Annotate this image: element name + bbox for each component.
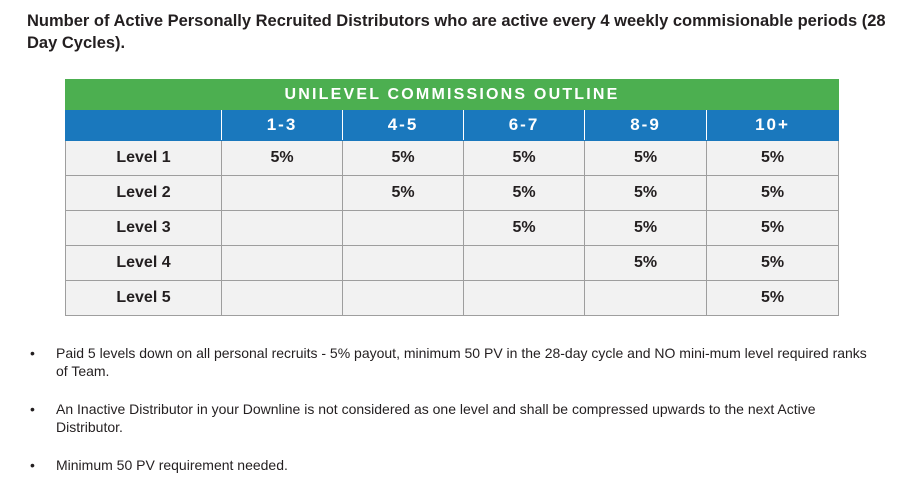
page-heading: Number of Active Personally Recruited Di… — [27, 12, 886, 52]
table-cell: 5% — [463, 210, 585, 246]
list-item-text: Minimum 50 PV requirement needed. — [56, 457, 288, 473]
table-cell: 5% — [705, 140, 840, 176]
table-title-row: UNILEVEL COMMISSIONS OUTLINE — [64, 79, 840, 110]
bullet-icon: • — [30, 457, 35, 473]
list-item-text: An Inactive Distributor in your Downline… — [56, 401, 816, 435]
table-cell — [584, 280, 707, 316]
column-header-10-plus: 10+ — [705, 109, 840, 141]
row-label: Level 3 — [65, 210, 222, 246]
table-cell — [342, 280, 464, 316]
table-cell — [463, 280, 585, 316]
table-cell: 5% — [584, 140, 707, 176]
table-cell: 5% — [705, 280, 840, 316]
table-cell: 5% — [584, 245, 707, 281]
table-cell: 5% — [342, 140, 464, 176]
list-item: • Paid 5 levels down on all personal rec… — [27, 344, 877, 380]
bullet-icon: • — [30, 401, 35, 417]
list-item: • Minimum 50 PV requirement needed. — [27, 456, 877, 474]
list-item-text: Paid 5 levels down on all personal recru… — [56, 345, 867, 379]
table-row-level-1: Level 1 5% 5% 5% 5% 5% — [65, 140, 840, 176]
list-item: • An Inactive Distributor in your Downli… — [27, 400, 877, 436]
table-header-row: 1-3 4-5 6-7 8-9 10+ — [65, 109, 840, 141]
table-cell — [342, 210, 464, 246]
table-row-level-4: Level 4 5% 5% — [65, 245, 840, 281]
table-cell: 5% — [463, 175, 585, 211]
bullet-icon: • — [30, 345, 35, 361]
column-header-blank — [65, 109, 222, 141]
column-header-6-7: 6-7 — [463, 109, 585, 141]
table-cell — [342, 245, 464, 281]
row-label: Level 5 — [65, 280, 222, 316]
table-cell: 5% — [463, 140, 585, 176]
table-row-level-3: Level 3 5% 5% 5% — [65, 210, 840, 246]
table-cell — [221, 210, 343, 246]
row-label: Level 1 — [65, 140, 222, 176]
table-cell — [221, 280, 343, 316]
row-label: Level 4 — [65, 245, 222, 281]
row-label: Level 2 — [65, 175, 222, 211]
table-cell: 5% — [342, 175, 464, 211]
table-cell: 5% — [705, 175, 840, 211]
table-cell: 5% — [221, 140, 343, 176]
table-cell: 5% — [705, 210, 840, 246]
unilevel-commissions-table: UNILEVEL COMMISSIONS OUTLINE 1-3 4-5 6-7… — [64, 79, 840, 316]
column-header-1-3: 1-3 — [221, 109, 343, 141]
table-cell — [221, 245, 343, 281]
column-header-4-5: 4-5 — [342, 109, 464, 141]
table-row-level-5: Level 5 5% — [65, 280, 840, 316]
table-row-level-2: Level 2 5% 5% 5% 5% — [65, 175, 840, 211]
table-cell — [221, 175, 343, 211]
table-cell: 5% — [584, 175, 707, 211]
table-title: UNILEVEL COMMISSIONS OUTLINE — [64, 79, 840, 110]
notes-list: • Paid 5 levels down on all personal rec… — [27, 344, 877, 494]
table-cell — [463, 245, 585, 281]
table-cell: 5% — [584, 210, 707, 246]
table-cell: 5% — [705, 245, 840, 281]
column-header-8-9: 8-9 — [584, 109, 707, 141]
